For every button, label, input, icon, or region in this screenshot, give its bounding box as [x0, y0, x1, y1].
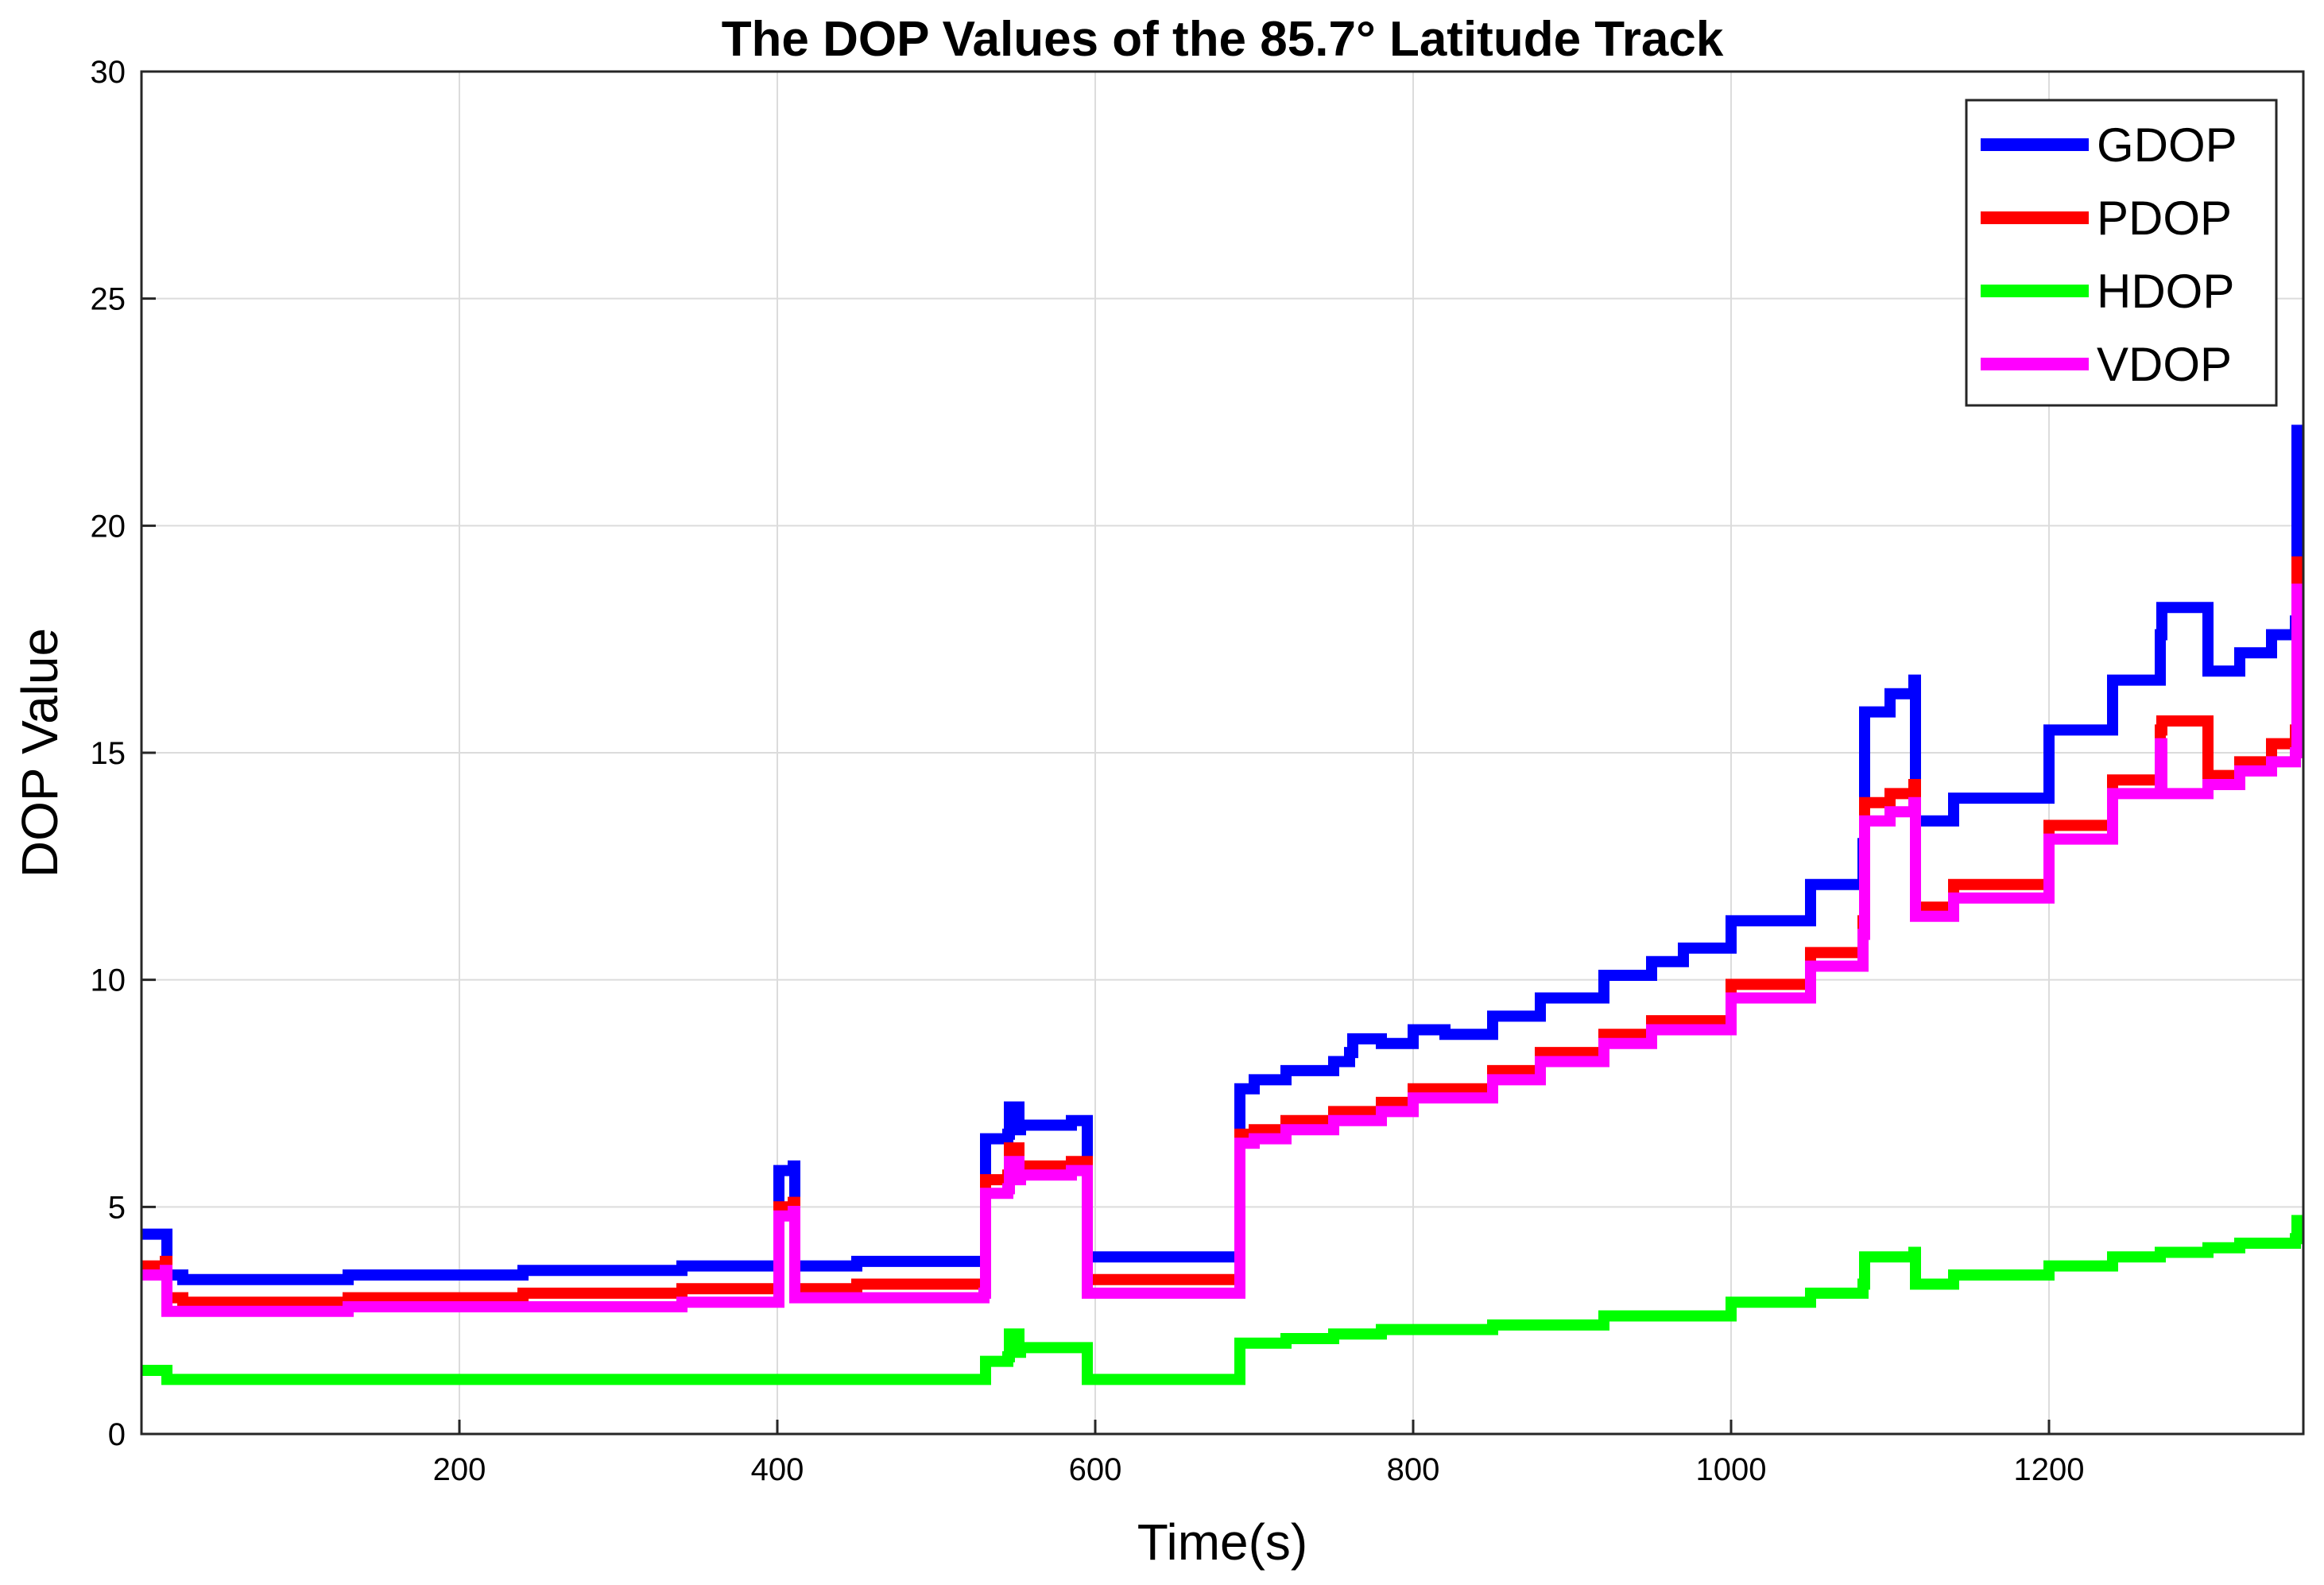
chart-title: The DOP Values of the 85.7° Latitude Tra…	[722, 12, 1724, 67]
x-tick-label: 600	[1069, 1452, 1122, 1487]
tick-labels: 200 400 600 800 1000 1200 0 5 10 15 20 25 30	[91, 55, 2085, 1487]
y-axis-label: DOP Value	[11, 628, 68, 878]
y-tick-label: 20	[91, 509, 126, 544]
y-tick-label: 5	[108, 1190, 126, 1225]
x-tick-label: 200	[433, 1452, 486, 1487]
y-tick-label: 0	[108, 1417, 126, 1452]
legend-label-gdop: GDOP	[2097, 118, 2237, 172]
legend-label-vdop: VDOP	[2097, 338, 2232, 391]
legend: GDOP PDOP HDOP VDOP	[1965, 99, 2278, 407]
x-tick-label: 800	[1387, 1452, 1440, 1487]
y-tick-label: 25	[91, 282, 126, 317]
y-tick-label: 30	[91, 55, 126, 90]
legend-label-pdop: PDOP	[2097, 192, 2232, 245]
x-tick-label: 1000	[1696, 1452, 1767, 1487]
x-tick-label: 400	[751, 1452, 804, 1487]
series-line-gdop	[141, 424, 2303, 1285]
y-tick-label: 15	[91, 736, 126, 771]
legend-label-hdop: HDOP	[2097, 265, 2234, 318]
series-line-vdop	[141, 583, 2303, 1317]
y-tick-label: 10	[91, 963, 126, 998]
x-axis-label: Time(s)	[1137, 1513, 1307, 1571]
series-line-hdop	[141, 1215, 2303, 1385]
series-lines	[141, 424, 2303, 1385]
x-tick-label: 1200	[2014, 1452, 2085, 1487]
grid	[141, 71, 2303, 1435]
